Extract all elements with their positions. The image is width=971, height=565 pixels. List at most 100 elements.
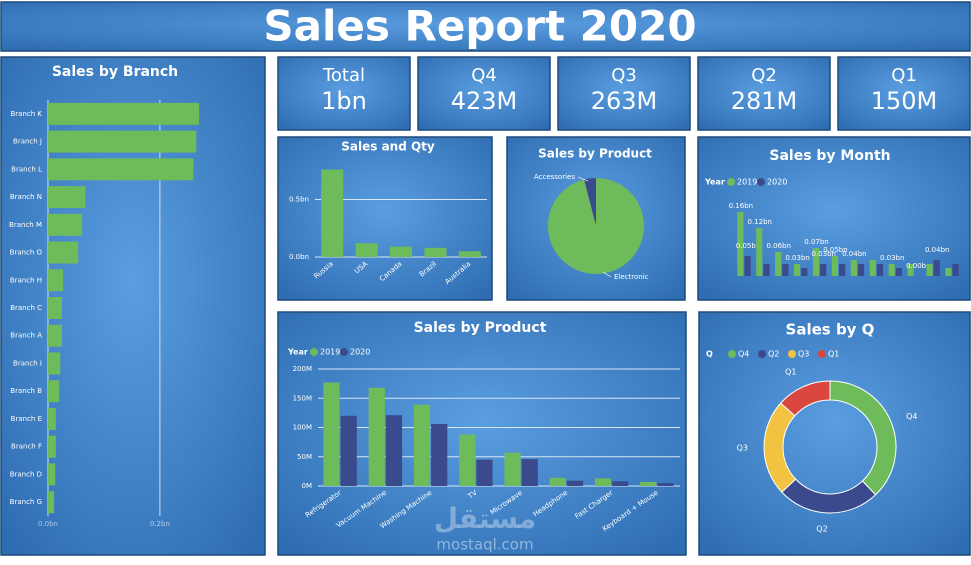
- chart-title: Sales by Branch: [52, 64, 178, 80]
- chart-title: Sales by Q: [786, 321, 875, 339]
- bar: [794, 264, 801, 276]
- panel: [277, 136, 493, 301]
- bar: [744, 256, 751, 276]
- slice-label: Q4: [906, 412, 917, 421]
- bar: [549, 477, 566, 486]
- legend-label: Q2: [768, 350, 779, 359]
- bar: [48, 297, 62, 319]
- legend-title: Q: [706, 350, 713, 359]
- slice-label: Q2: [816, 524, 827, 533]
- bar: [657, 483, 674, 486]
- bar: [48, 435, 56, 458]
- y-tick-label: Branch F: [11, 443, 42, 451]
- bar: [839, 264, 846, 276]
- bar: [926, 264, 933, 276]
- chart-title: Sales by Month: [769, 148, 890, 164]
- bar: [566, 480, 584, 486]
- bar: [48, 463, 56, 486]
- donut-slice: [779, 380, 831, 417]
- bar: [876, 264, 884, 276]
- y-tick-label: Branch M: [9, 221, 42, 229]
- pie-slice: [548, 178, 644, 274]
- legend-marker: [758, 350, 766, 358]
- y-tick-label: Branch O: [10, 249, 43, 257]
- bar: [640, 481, 657, 486]
- y-tick-label: 0.0bn: [289, 253, 309, 261]
- legend-marker: [728, 350, 736, 358]
- header-bar: [0, 1, 971, 52]
- kpi-card: [277, 56, 411, 131]
- bar: [48, 241, 79, 264]
- legend-marker: [788, 350, 796, 358]
- legend-title: Year: [704, 178, 725, 187]
- y-tick-label: Branch K: [10, 110, 42, 118]
- bar: [48, 102, 200, 125]
- bar: [888, 264, 895, 276]
- legend-label: 2019: [737, 178, 757, 187]
- kpi-label: Q1: [891, 65, 917, 86]
- bar: [323, 382, 340, 486]
- bar: [756, 228, 763, 276]
- data-label: 0.04bn: [925, 246, 949, 254]
- kpi-card: [557, 56, 691, 131]
- legend-marker: [727, 178, 735, 186]
- legend-marker: [757, 178, 765, 186]
- data-label: 0.04bn: [842, 250, 866, 258]
- kpi-label: Q2: [751, 65, 777, 86]
- x-tick-label: 0.0bn: [38, 520, 58, 528]
- bar: [869, 260, 876, 276]
- y-tick-label: Branch H: [10, 276, 42, 284]
- leader-line: [602, 271, 612, 278]
- bar: [48, 352, 61, 375]
- kpi-card: [837, 56, 971, 131]
- bar: [782, 264, 789, 276]
- bar: [801, 268, 808, 276]
- bar: [612, 481, 629, 486]
- data-label: 0.07bn: [804, 238, 828, 246]
- chart-title: Sales by Product: [538, 147, 652, 161]
- y-tick-label: 0M: [302, 482, 313, 490]
- data-label: 0.16bn: [729, 202, 753, 210]
- bar: [763, 264, 770, 276]
- bar: [321, 169, 344, 257]
- data-label: 0.05bn: [823, 246, 847, 254]
- pie-slice: [584, 178, 596, 226]
- bar: [857, 264, 865, 276]
- x-tick-label: 0.2bn: [150, 520, 170, 528]
- bar: [48, 269, 64, 292]
- y-tick-label: Branch L: [11, 165, 42, 173]
- y-tick-label: Branch A: [10, 332, 42, 340]
- bar: [831, 256, 839, 276]
- legend-marker: [340, 348, 348, 356]
- bar: [933, 260, 940, 276]
- bar: [48, 186, 86, 209]
- legend-label: Q4: [738, 350, 749, 359]
- kpi-label: Q3: [611, 65, 637, 86]
- y-tick-label: Branch B: [10, 387, 42, 395]
- bar: [368, 387, 385, 486]
- bar: [48, 213, 83, 236]
- bar: [820, 264, 827, 276]
- y-tick-label: 100M: [293, 424, 312, 432]
- y-tick-label: 150M: [293, 394, 312, 402]
- bar: [476, 459, 493, 486]
- bar: [385, 415, 403, 486]
- data-label: 0.00bn: [906, 262, 930, 270]
- bar: [340, 415, 357, 486]
- kpi-value: 150M: [871, 87, 938, 115]
- legend-marker: [310, 348, 318, 356]
- watermark: mostaql.com: [436, 536, 533, 554]
- data-label: 0.12bn: [748, 218, 772, 226]
- bar: [424, 247, 447, 257]
- bar: [48, 407, 56, 430]
- bar: [48, 130, 197, 153]
- bar: [952, 264, 959, 276]
- bar: [48, 324, 62, 347]
- bar: [459, 434, 476, 486]
- y-tick-label: Branch I: [13, 359, 42, 367]
- chart-title: Sales and Qty: [341, 140, 435, 154]
- bar: [458, 251, 481, 257]
- watermark: مستقل: [434, 502, 536, 535]
- y-tick-label: Branch N: [10, 193, 42, 201]
